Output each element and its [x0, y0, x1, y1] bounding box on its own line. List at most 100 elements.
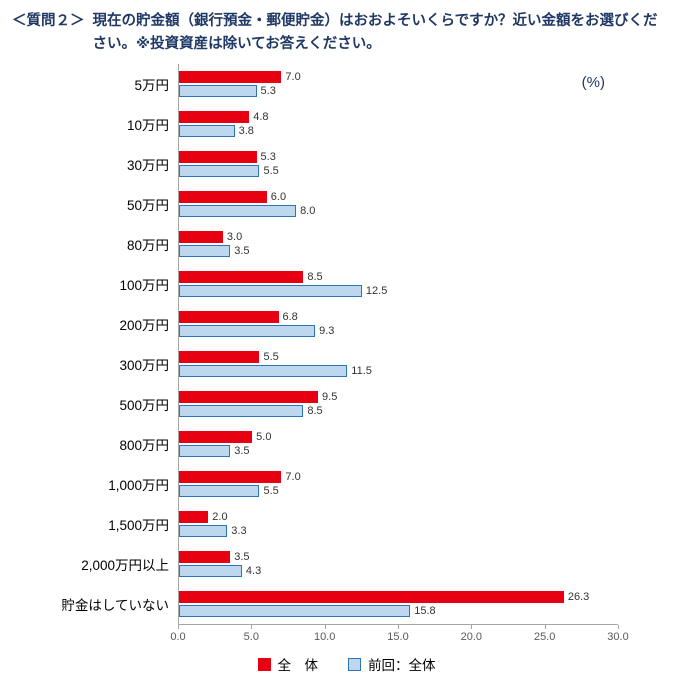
legend-swatch [348, 657, 361, 671]
question-number: ＜質問２＞ [12, 13, 85, 29]
bar-group: 7.0 5.3 [178, 64, 618, 105]
chart-row: 1,000万円 7.0 5.5 [12, 464, 681, 505]
chart-legend: 全 体 前回：全体 [12, 654, 681, 674]
bar-previous [179, 125, 235, 138]
bar-line: 5.0 [179, 431, 618, 444]
bar-group: 9.5 8.5 [178, 384, 618, 425]
bar-line: 8.5 [179, 271, 618, 284]
axis-tick-mark [324, 625, 326, 630]
category-label: 2,000万円以上 [81, 558, 169, 574]
chart-row: 5万円 7.0 5.3 [12, 64, 681, 105]
axis-tick-label: 25.0 [533, 631, 556, 644]
bar-line: 5.5 [179, 165, 618, 178]
question-text-line2: さい。※投資資産は除いてお答えください。 [92, 36, 381, 53]
bar-line: 3.3 [179, 525, 618, 538]
bar-line: 6.8 [179, 311, 618, 324]
bar-current [179, 111, 250, 124]
value-label: 3.5 [234, 245, 250, 258]
axis-tick-mark [471, 625, 473, 630]
axis-tick-label: 10.0 [313, 631, 336, 644]
legend-label: 前回：全体 [368, 658, 436, 674]
category-label: 5万円 [134, 78, 169, 94]
bar-line: 15.8 [179, 605, 618, 618]
value-label: 9.3 [319, 325, 335, 338]
bar-current [179, 271, 304, 284]
bar-current [179, 231, 223, 244]
chart-row: 30万円 5.3 5.5 [12, 144, 681, 185]
axis-tick-mark [618, 625, 619, 630]
bar-previous [179, 85, 257, 98]
bar-group: 4.8 3.8 [178, 104, 618, 145]
axis-tick-label: 20.0 [460, 631, 483, 644]
axis-tick-mark [398, 625, 399, 630]
x-axis: 0.0 5.0 10.0 15.0 20.0 25.0 30.0 [170, 624, 629, 646]
chart-row: 500万円 9.5 8.5 [12, 384, 681, 425]
bar-line: 9.5 [179, 391, 618, 404]
value-label: 6.8 [282, 311, 298, 324]
bar-group: 3.0 3.5 [178, 224, 618, 265]
chart-row: 2,000万円以上 3.5 4.3 [12, 544, 681, 585]
category-label: 10万円 [126, 118, 169, 134]
bar-group: 5.0 3.5 [178, 424, 618, 465]
axis-tick-mark [178, 625, 179, 630]
bar-line: 6.0 [179, 191, 618, 204]
bar-previous [179, 285, 362, 298]
bar-line: 11.5 [179, 365, 618, 378]
bar-line: 8.5 [179, 405, 618, 418]
value-label: 5.5 [263, 485, 279, 498]
legend-swatch [257, 657, 271, 671]
value-label: 4.8 [253, 111, 269, 124]
legend-item-current: 全 体 [257, 654, 318, 674]
legend-item-previous: 前回：全体 [348, 654, 436, 674]
category-label: 500万円 [119, 398, 169, 414]
axis-tick-label: 15.0 [387, 631, 409, 644]
value-label: 15.8 [414, 605, 436, 618]
bar-line: 5.5 [179, 351, 618, 364]
chart-row: 800万円 5.0 3.5 [12, 424, 681, 465]
question-title: ＜質問２＞ 現在の貯金額（銀行預金・郵便貯金）はおおよそいくらですか？近い金額を… [12, 10, 681, 56]
bar-group: 6.0 8.0 [178, 184, 618, 225]
category-label: 300万円 [119, 358, 169, 374]
value-label: 5.5 [263, 165, 279, 178]
bar-current [179, 471, 282, 484]
axis-tick-mark [251, 625, 253, 630]
bar-line: 7.0 [179, 471, 618, 484]
bar-line: 5.3 [179, 151, 618, 164]
bar-line: 3.5 [179, 245, 618, 258]
bar-current [179, 151, 257, 164]
bar-line: 26.3 [179, 591, 618, 604]
chart-row: 1,500万円 2.0 3.3 [12, 504, 681, 545]
value-label: 11.5 [351, 365, 372, 378]
bar-previous [179, 525, 228, 538]
bar-line: 4.3 [179, 565, 618, 578]
bar-group: 7.0 5.5 [178, 464, 618, 505]
value-label: 7.0 [285, 471, 301, 484]
axis-tick-label: 5.0 [243, 631, 259, 644]
category-label: 1,000万円 [108, 478, 169, 494]
value-label: 5.3 [260, 151, 276, 164]
bar-current [179, 351, 260, 364]
bar-previous [179, 485, 260, 498]
bar-group: 26.3 15.8 [178, 584, 618, 625]
bar-current [179, 431, 253, 444]
bar-group: 8.5 12.5 [178, 264, 618, 305]
bar-previous [179, 565, 242, 578]
chart-row: 200万円 6.8 9.3 [12, 304, 681, 345]
bar-line: 7.0 [179, 71, 618, 84]
value-label: 3.3 [231, 525, 247, 538]
value-label: 6.0 [270, 191, 287, 204]
bar-line: 3.5 [179, 445, 618, 458]
bar-current [179, 71, 282, 84]
bar-previous [179, 405, 304, 418]
bar-line: 9.3 [179, 325, 618, 338]
value-label: 8.5 [307, 405, 323, 418]
bar-line: 8.0 [179, 205, 618, 218]
value-label: 3.5 [234, 551, 250, 564]
question-text-line1: 現在の貯金額（銀行預金・郵便貯金）はおおよそいくらですか？近い金額をお選びくだ [92, 13, 658, 29]
bar-previous [179, 165, 260, 178]
bar-line: 2.0 [179, 511, 618, 524]
value-label: 5.3 [260, 85, 276, 98]
category-label: 貯金はしていない [61, 598, 169, 614]
bar-line: 3.8 [179, 125, 618, 138]
bar-current [179, 191, 267, 204]
